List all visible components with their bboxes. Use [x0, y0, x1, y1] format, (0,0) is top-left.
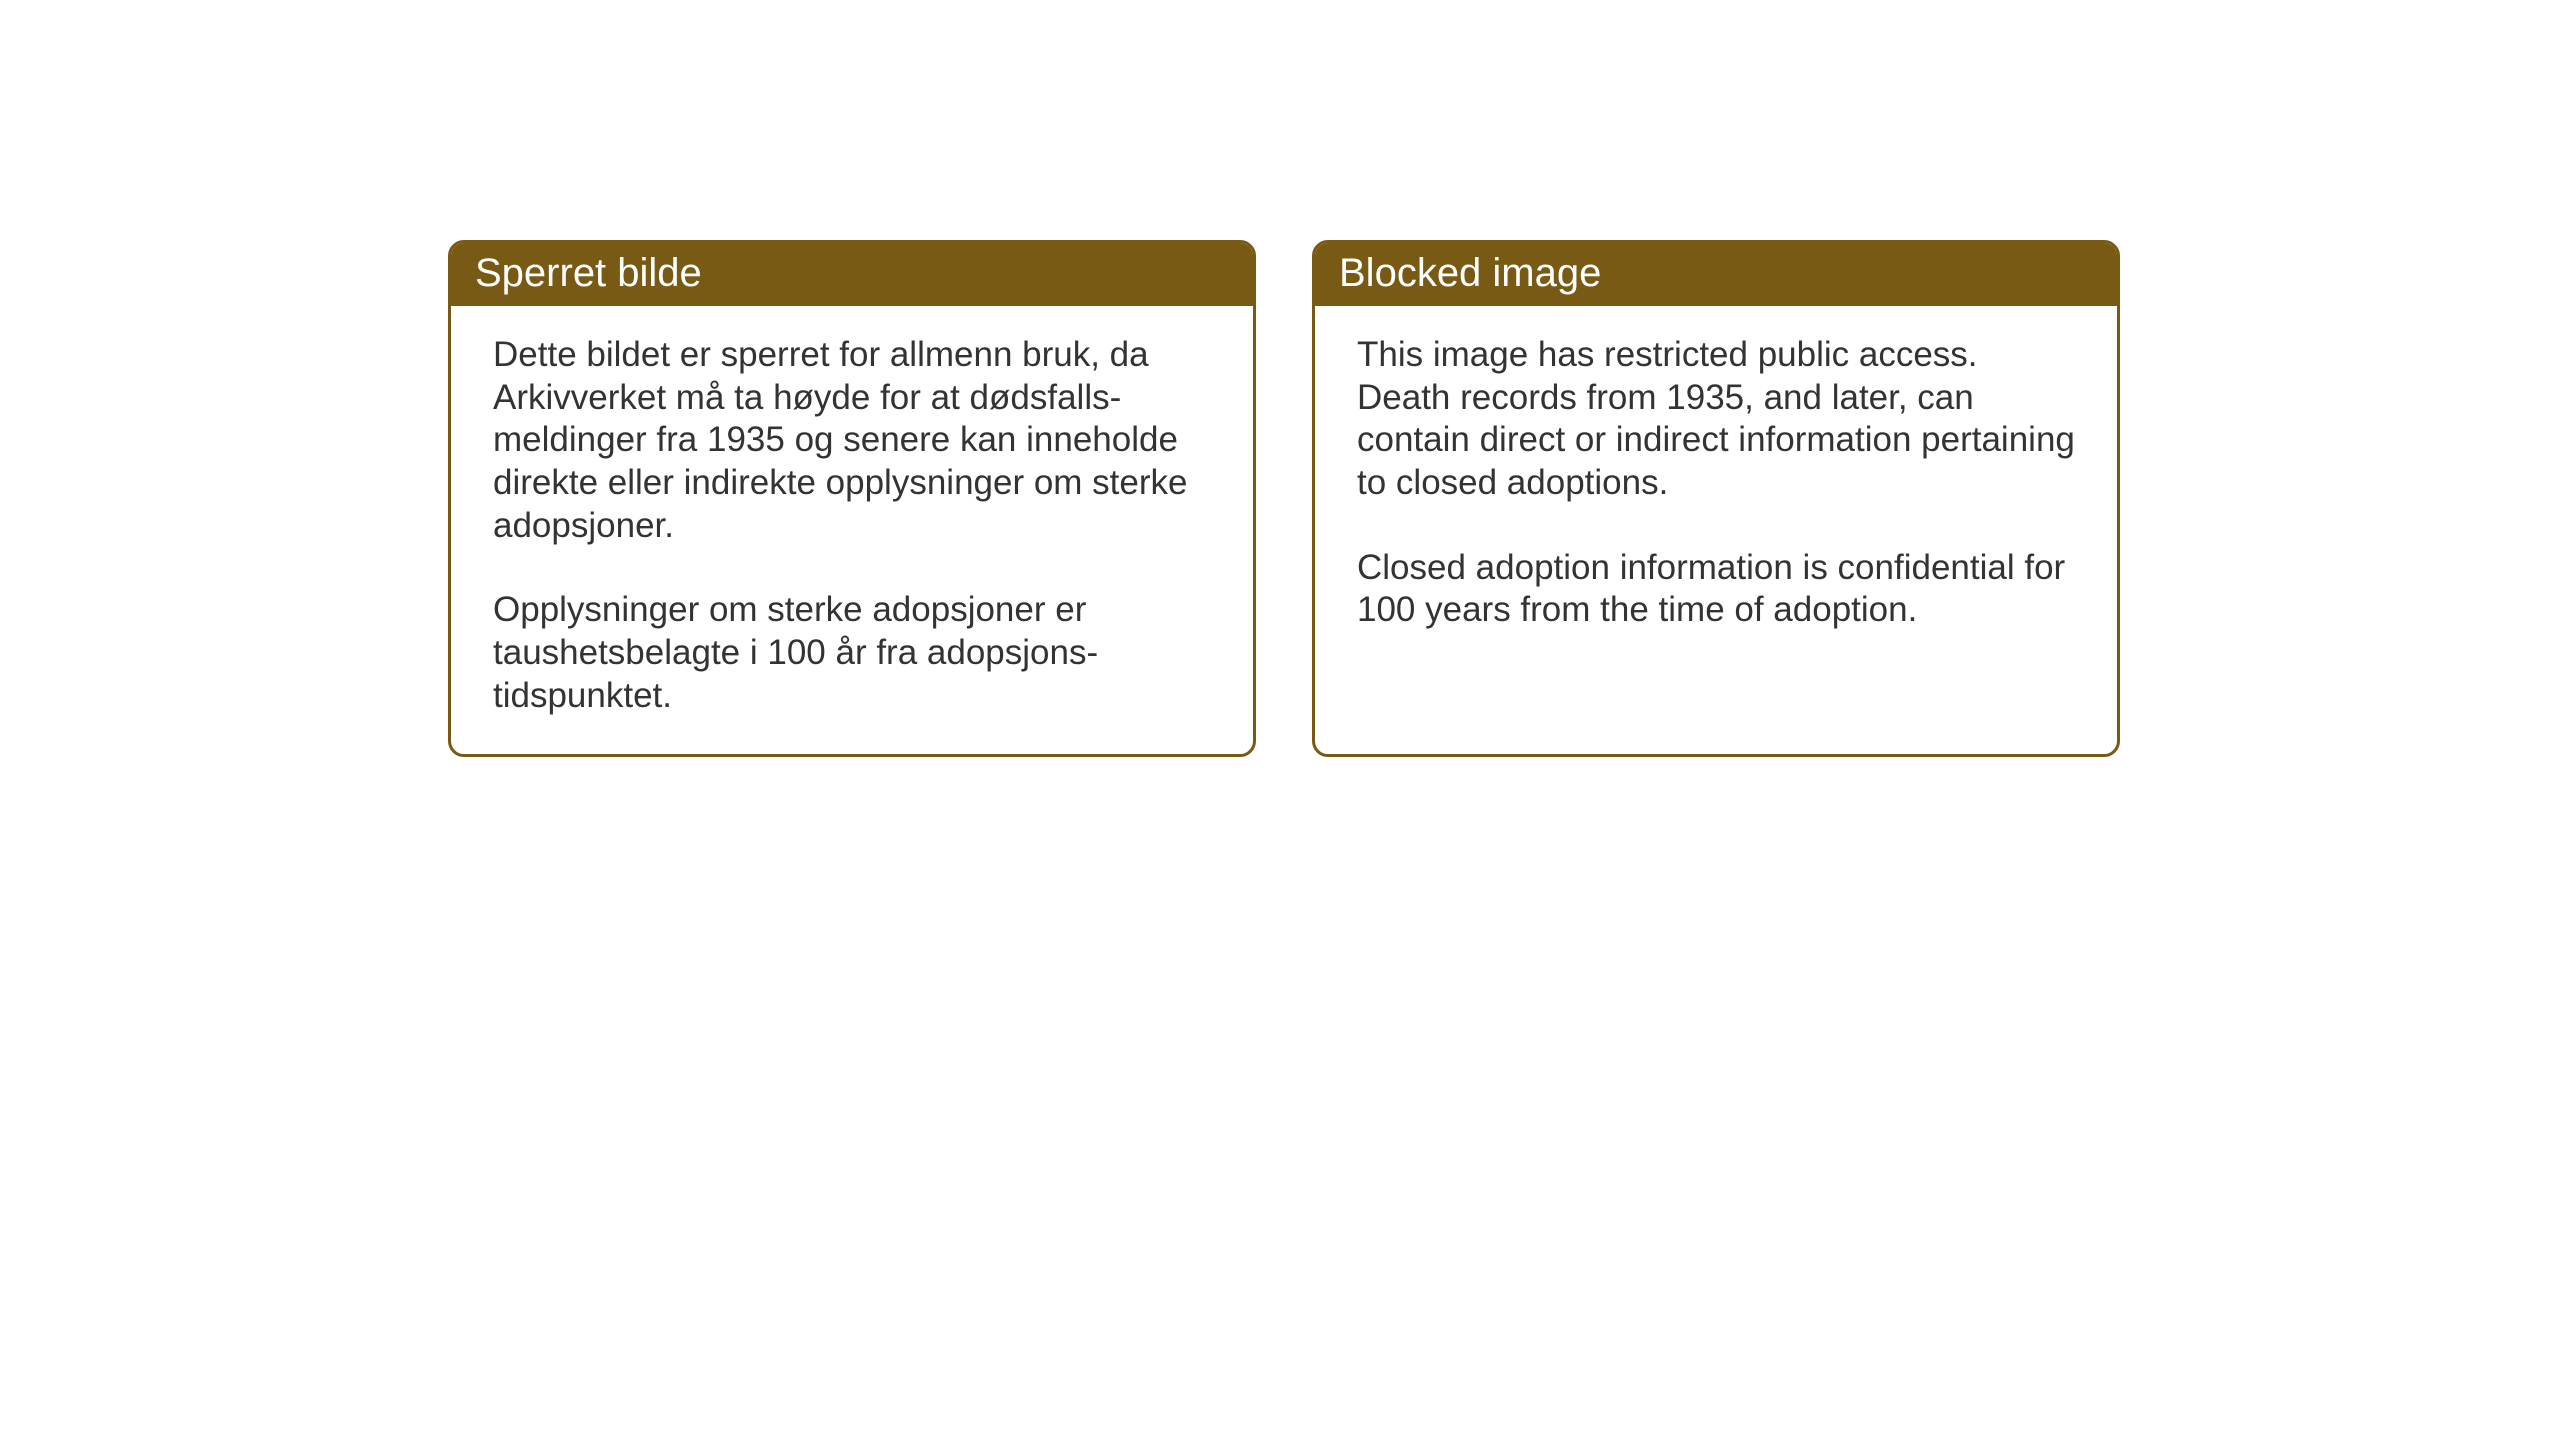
notice-box-norwegian: Sperret bilde Dette bildet er sperret fo…: [448, 240, 1256, 757]
notice-container: Sperret bilde Dette bildet er sperret fo…: [448, 240, 2120, 757]
notice-paragraph-2-norwegian: Opplysninger om sterke adopsjoner er tau…: [493, 589, 1211, 717]
notice-header-norwegian: Sperret bilde: [451, 243, 1253, 306]
notice-header-english: Blocked image: [1315, 243, 2117, 306]
notice-body-norwegian: Dette bildet er sperret for allmenn bruk…: [451, 306, 1253, 754]
notice-paragraph-1-norwegian: Dette bildet er sperret for allmenn bruk…: [493, 334, 1211, 547]
notice-body-english: This image has restricted public access.…: [1315, 306, 2117, 668]
notice-paragraph-1-english: This image has restricted public access.…: [1357, 334, 2075, 505]
notice-paragraph-2-english: Closed adoption information is confident…: [1357, 547, 2075, 632]
notice-box-english: Blocked image This image has restricted …: [1312, 240, 2120, 757]
